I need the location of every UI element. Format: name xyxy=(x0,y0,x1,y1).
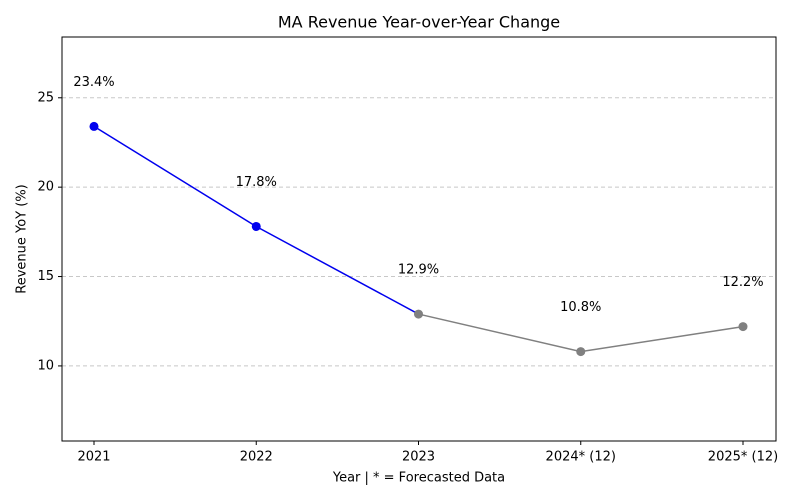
data-point xyxy=(251,221,261,231)
x-tick-label: 2024* (12) xyxy=(546,450,616,465)
y-axis-label: Revenue YoY (%) xyxy=(15,184,30,293)
series-line xyxy=(418,313,744,353)
data-point xyxy=(738,322,748,332)
x-tick-label: 2022 xyxy=(240,450,273,465)
x-tick-label: 2021 xyxy=(77,450,110,465)
data-point xyxy=(414,309,423,319)
data-label: 23.4% xyxy=(73,75,114,90)
data-label: 17.8% xyxy=(236,175,277,190)
data-label: 10.8% xyxy=(560,300,601,315)
data-label: 12.9% xyxy=(398,263,439,278)
y-tick-label: 15 xyxy=(37,269,54,284)
data-point xyxy=(576,347,586,357)
y-tick-label: 20 xyxy=(37,180,54,195)
y-tick-label: 25 xyxy=(37,90,54,105)
x-axis-label: Year | * = Forecasted Data xyxy=(332,471,505,486)
series-line xyxy=(93,125,419,315)
data-point xyxy=(89,121,99,131)
data-label: 12.2% xyxy=(722,275,763,290)
plot-frame xyxy=(61,36,777,442)
x-tick-label: 2023 xyxy=(402,450,435,465)
y-tick-label: 10 xyxy=(37,358,54,373)
x-tick-label: 2025* (12) xyxy=(708,450,778,465)
chart-title: MA Revenue Year-over-Year Change xyxy=(278,13,560,32)
